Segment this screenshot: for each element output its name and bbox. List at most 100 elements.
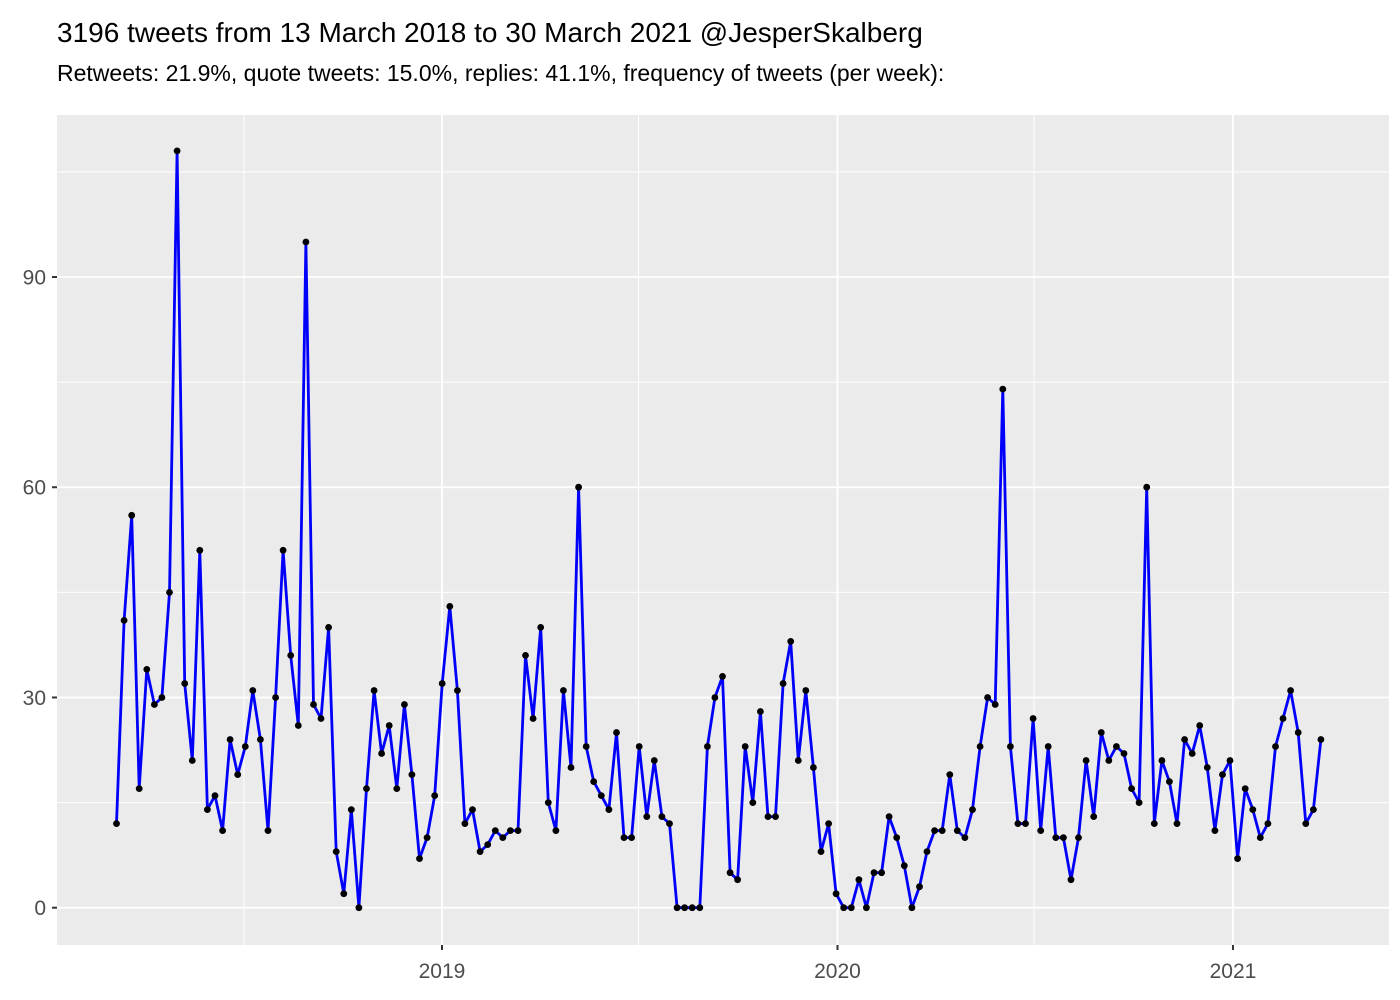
data-point <box>1166 778 1173 785</box>
data-point <box>757 708 764 715</box>
data-point <box>317 715 325 722</box>
data-point <box>779 680 787 687</box>
data-point <box>514 827 522 834</box>
data-point <box>484 841 492 848</box>
data-point <box>1181 736 1188 743</box>
data-point <box>454 687 461 694</box>
data-point <box>961 834 969 841</box>
data-point <box>681 904 688 912</box>
data-point <box>817 848 825 855</box>
data-point <box>1090 813 1098 820</box>
data-point <box>726 869 734 877</box>
data-point <box>257 736 264 743</box>
data-point <box>325 624 332 631</box>
data-point <box>840 904 848 912</box>
data-point <box>128 511 136 519</box>
y-tick-label: 30 <box>23 687 46 710</box>
data-point <box>1264 820 1272 827</box>
data-point <box>1135 799 1143 806</box>
data-point <box>461 820 469 827</box>
data-point <box>749 799 757 806</box>
data-point <box>544 799 552 806</box>
data-point <box>1052 834 1060 841</box>
data-point <box>1211 827 1219 834</box>
data-point <box>1105 757 1113 764</box>
data-point <box>1037 827 1045 834</box>
data-point <box>423 834 431 841</box>
data-point <box>719 673 726 680</box>
data-point <box>855 876 863 884</box>
data-point <box>613 729 620 736</box>
data-point <box>249 687 257 694</box>
data-point <box>711 694 719 701</box>
data-point <box>666 820 673 827</box>
data-point <box>1067 876 1075 884</box>
data-point <box>166 589 173 596</box>
data-point <box>446 603 454 610</box>
data-point <box>1241 785 1249 792</box>
data-point <box>287 652 295 659</box>
data-point <box>863 904 870 912</box>
data-point <box>787 638 795 645</box>
data-point <box>991 701 999 708</box>
data-point <box>916 883 923 891</box>
data-point <box>234 771 242 778</box>
data-point <box>151 701 158 708</box>
data-point <box>340 890 348 898</box>
data-point <box>908 904 916 912</box>
data-point <box>878 869 885 877</box>
data-point <box>491 827 499 834</box>
plot-panel <box>57 115 1389 945</box>
x-tick-label: 2019 <box>419 960 466 983</box>
data-point <box>363 785 370 792</box>
data-point <box>1302 820 1310 827</box>
data-point <box>332 848 340 855</box>
data-point <box>575 483 582 491</box>
data-point <box>1060 834 1067 841</box>
data-point <box>241 743 249 750</box>
data-point <box>1294 729 1302 736</box>
data-point <box>696 904 704 912</box>
data-point <box>1158 757 1166 764</box>
data-point <box>431 792 439 799</box>
data-point <box>522 652 529 659</box>
data-point <box>294 722 302 729</box>
data-point <box>499 834 507 841</box>
chart-subtitle: Retweets: 21.9%, quote tweets: 15.0%, re… <box>57 60 945 86</box>
data-point <box>969 806 976 813</box>
data-point <box>976 743 984 750</box>
data-point <box>1226 757 1234 764</box>
data-point <box>1007 743 1014 750</box>
data-point <box>529 715 537 722</box>
data-point <box>870 869 878 877</box>
data-point <box>1075 834 1082 841</box>
data-point <box>984 694 991 701</box>
data-point <box>310 701 317 708</box>
data-point <box>1113 743 1120 750</box>
data-point <box>1203 764 1211 771</box>
data-point <box>810 764 817 771</box>
data-point <box>673 904 681 912</box>
data-point <box>643 813 651 820</box>
data-point <box>893 834 901 841</box>
data-point <box>650 757 658 764</box>
data-point <box>226 736 234 743</box>
data-point <box>953 827 961 834</box>
data-point <box>628 834 635 841</box>
data-point <box>378 750 385 757</box>
data-point <box>219 827 227 834</box>
data-point <box>1196 722 1204 729</box>
data-point <box>1279 715 1287 722</box>
data-point <box>264 827 272 834</box>
data-point <box>794 757 802 764</box>
data-point <box>158 694 166 701</box>
data-point <box>113 820 120 827</box>
data-point <box>658 813 666 820</box>
data-point <box>537 624 545 631</box>
y-tick-label: 0 <box>34 897 46 920</box>
data-point <box>1150 820 1158 827</box>
data-point <box>1173 820 1181 827</box>
y-tick-label: 60 <box>23 477 46 500</box>
data-point <box>946 771 954 778</box>
